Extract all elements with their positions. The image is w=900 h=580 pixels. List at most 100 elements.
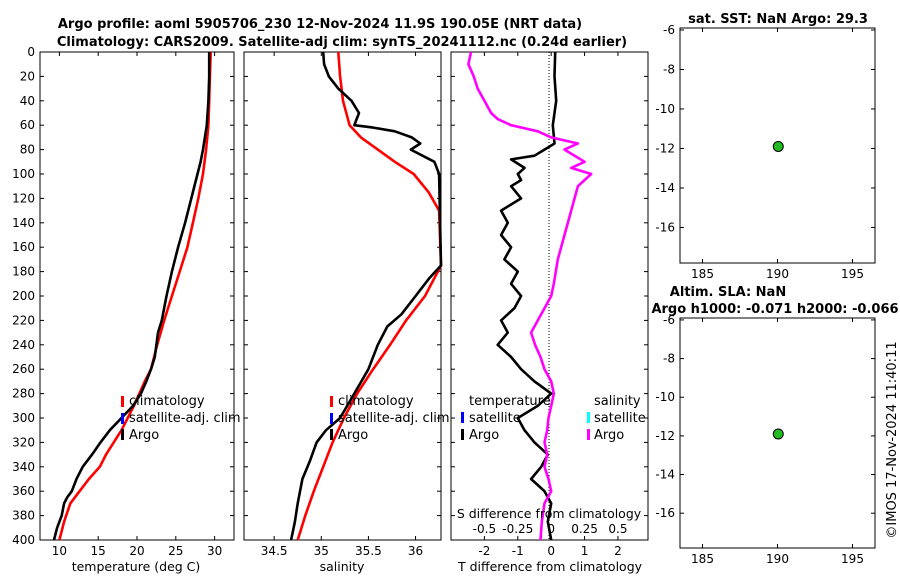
x-tick-label: 0 — [547, 544, 555, 558]
legend-label-temp-satellite: satellite — [469, 411, 521, 426]
sst-x-tick-label: 195 — [841, 267, 864, 281]
y-tick-label: 120 — [12, 191, 35, 205]
legend-label-climatology: climatology — [129, 394, 205, 409]
sla-x-tick-label: 190 — [766, 552, 789, 566]
sla-y-tick-label: -16 — [655, 506, 675, 520]
sla-title-line1: Altim. SLA: NaN — [670, 285, 786, 300]
y-tick-label: 300 — [12, 411, 35, 425]
x-tick-label: 35.5 — [355, 544, 382, 558]
x-tick-label: 34.5 — [261, 544, 288, 558]
legend-label-sal-satellite: satellite — [594, 411, 646, 426]
y-tick-label: 0 — [27, 45, 35, 59]
y-tick-label: 40 — [20, 94, 35, 108]
x-tick-label: 25 — [168, 544, 183, 558]
legend-label-climatology: climatology — [338, 394, 414, 409]
salinity-panel-frame — [243, 51, 442, 541]
legend-label-satellite: satellite-adj. clim — [338, 411, 450, 426]
series-line-climatology — [296, 51, 443, 541]
sla-y-tick-label: -8 — [663, 352, 675, 366]
legend-temperature-heading: temperature — [469, 394, 551, 409]
y-tick-label: 400 — [12, 533, 35, 547]
sla-y-tick-label: -6 — [663, 313, 675, 327]
legend-label-satellite: satellite-adj. clim — [129, 411, 241, 426]
imos-watermark: ©IMOS 17-Nov-2024 11:40:11 — [885, 341, 900, 538]
y-tick-label: 360 — [12, 484, 35, 498]
figure-title-line1: Argo profile: aoml 5905706_230 12-Nov-20… — [58, 17, 582, 32]
legend-label-temp-argo: Argo — [469, 428, 499, 443]
series-line-s-argo — [467, 51, 593, 541]
y-tick-label: 380 — [12, 509, 35, 523]
x2-tick-label: 0.5 — [608, 522, 627, 536]
y-tick-label: 140 — [12, 216, 35, 230]
series-line-t-argo — [496, 51, 558, 541]
sst-x-tick-label: 185 — [691, 267, 714, 281]
x-tick-label: 36 — [408, 544, 423, 558]
legend-swatch-argo — [330, 429, 333, 440]
y-tick-label: 60 — [20, 118, 35, 132]
legend-salinity-heading: salinity — [594, 394, 641, 409]
x-tick-label: 15 — [91, 544, 106, 558]
x2-tick-label: -0.25 — [502, 522, 533, 536]
legend-swatch-satellite — [330, 413, 333, 424]
y-tick-label: 20 — [20, 69, 35, 83]
t-difference-xlabel: T difference from climatology — [457, 559, 643, 574]
sla-argo-position-marker — [772, 428, 784, 440]
sst-y-tick-label: -10 — [655, 102, 675, 116]
sst-y-tick-label: -6 — [663, 23, 675, 37]
x-tick-label: 35 — [314, 544, 329, 558]
y-tick-label: 180 — [12, 265, 35, 279]
y-tick-label: 320 — [12, 435, 35, 449]
y-tick-label: 80 — [20, 143, 35, 157]
x-tick-label: 10 — [52, 544, 67, 558]
sst-y-tick-label: -12 — [655, 141, 675, 155]
sla-y-tick-label: -10 — [655, 390, 675, 404]
y-tick-label: 260 — [12, 362, 35, 376]
sla-y-tick-label: -12 — [655, 429, 675, 443]
x2-tick-label: -0.5 — [473, 522, 496, 536]
series-line-argo — [52, 52, 211, 541]
y-tick-label: 240 — [12, 338, 35, 352]
sla-y-tick-label: -14 — [655, 468, 675, 482]
y-tick-label: 280 — [12, 387, 35, 401]
legend-swatch-climatology — [330, 396, 333, 407]
x-tick-label: -1 — [512, 544, 524, 558]
legend-swatch-temp-satellite — [461, 412, 464, 423]
sst-title: sat. SST: NaN Argo: 29.3 — [688, 12, 868, 27]
y-tick-label: 200 — [12, 289, 35, 303]
figure-title-line2: Climatology: CARS2009. Satellite-adj cli… — [57, 35, 627, 50]
legend-swatch-sal-satellite — [587, 412, 590, 423]
sst-argo-position-marker — [772, 140, 784, 152]
axis-ticks: 10 15 20 25 30020406080100120140160180200220… — [12, 23, 875, 566]
legend-swatch-argo — [121, 429, 124, 440]
legend-swatch-sal-argo — [587, 429, 590, 440]
x-tick-label: 20 — [129, 544, 144, 558]
x2-tick-label: 0.25 — [571, 522, 598, 536]
y-tick-label: 100 — [12, 167, 35, 181]
y-tick-label: 340 — [12, 460, 35, 474]
sla-x-tick-label: 195 — [841, 552, 864, 566]
temperature-panel-frame — [39, 51, 235, 541]
salinity-xlabel: salinity — [320, 559, 365, 574]
x2-tick-label: 0 — [547, 522, 555, 536]
legend-swatch-climatology — [121, 396, 124, 407]
s-difference-xlabel: S difference from climatology — [457, 506, 642, 521]
x-tick-label: 2 — [614, 544, 622, 558]
series-line-argo — [289, 51, 443, 541]
x-tick-label: 30 — [207, 544, 222, 558]
sst-x-tick-label: 190 — [766, 267, 789, 281]
temperature-legend: climatology satellite-adj. clim Argo — [121, 394, 241, 443]
sst-y-tick-label: -16 — [655, 220, 675, 234]
salinity-legend: climatology satellite-adj. clim Argo — [330, 394, 450, 443]
sst-y-tick-label: -8 — [663, 62, 675, 76]
legend-swatch-satellite — [121, 413, 124, 424]
sst-y-tick-label: -14 — [655, 181, 675, 195]
legend-swatch-temp-argo — [461, 429, 464, 440]
legend-label-argo: Argo — [129, 428, 159, 443]
x-tick-label: -2 — [478, 544, 490, 558]
temperature-xlabel: temperature (deg C) — [72, 559, 201, 574]
sla-title-line2: Argo h1000: -0.071 h2000: -0.066 — [651, 302, 898, 317]
legend-label-sal-argo: Argo — [594, 428, 624, 443]
x-tick-label: 1 — [581, 544, 589, 558]
y-tick-label: 160 — [12, 240, 35, 254]
difference-legend: temperature satellite Argo salinity sate… — [461, 394, 646, 443]
